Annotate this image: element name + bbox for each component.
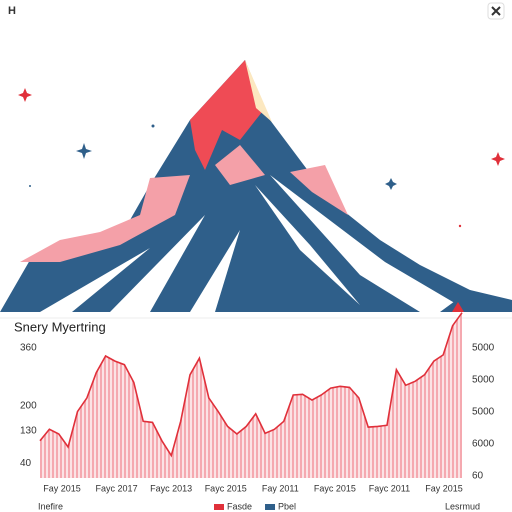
line (39, 312, 463, 458)
x-tick-label: Fay 2011 (262, 483, 299, 493)
stars (18, 88, 505, 228)
area-fill (40, 312, 462, 478)
x-tick-label: Fayc 2011 (369, 483, 410, 493)
app-title: H (8, 5, 16, 17)
chart: 360 200 130 40 5000 5000 5000 6000 60 Fay 2015 Fay… (20, 312, 495, 511)
y2-tick-label: 5000 (472, 343, 495, 354)
footer-right: Lesrmud (445, 501, 480, 511)
x-tick-label: Fayc 2015 (205, 483, 247, 493)
x-tick-label: Fay 2015 (425, 483, 463, 493)
menu-icon[interactable] (487, 2, 505, 20)
y-tick-label: 200 (20, 400, 37, 411)
x-tick-label: Fayc 2013 (150, 483, 192, 493)
y-tick-label: 40 (20, 458, 32, 469)
y2-tick-label: 5000 (472, 407, 495, 418)
footer-left: Inefire (38, 501, 63, 511)
x-tick-label: Fayc 2015 (314, 483, 356, 493)
mountain-illustration (0, 60, 512, 312)
chart-title: Snery Myertring (14, 319, 106, 334)
legend-swatch (214, 504, 224, 510)
y-tick-label: 360 (20, 343, 37, 354)
legend-swatch (265, 504, 276, 510)
y-tick-label: 130 (20, 426, 37, 437)
y2-tick-label: 6000 (472, 439, 495, 450)
y2-tick-label: 5000 (472, 375, 495, 386)
y2-tick-label: 60 (472, 471, 484, 482)
arrow-head (452, 302, 464, 312)
x-tick-label: Fayc 2017 (96, 483, 138, 493)
legend-label: Fasde (227, 501, 252, 511)
x-tick-label: Fay 2015 (43, 483, 81, 493)
legend-label: Pbel (278, 501, 296, 511)
